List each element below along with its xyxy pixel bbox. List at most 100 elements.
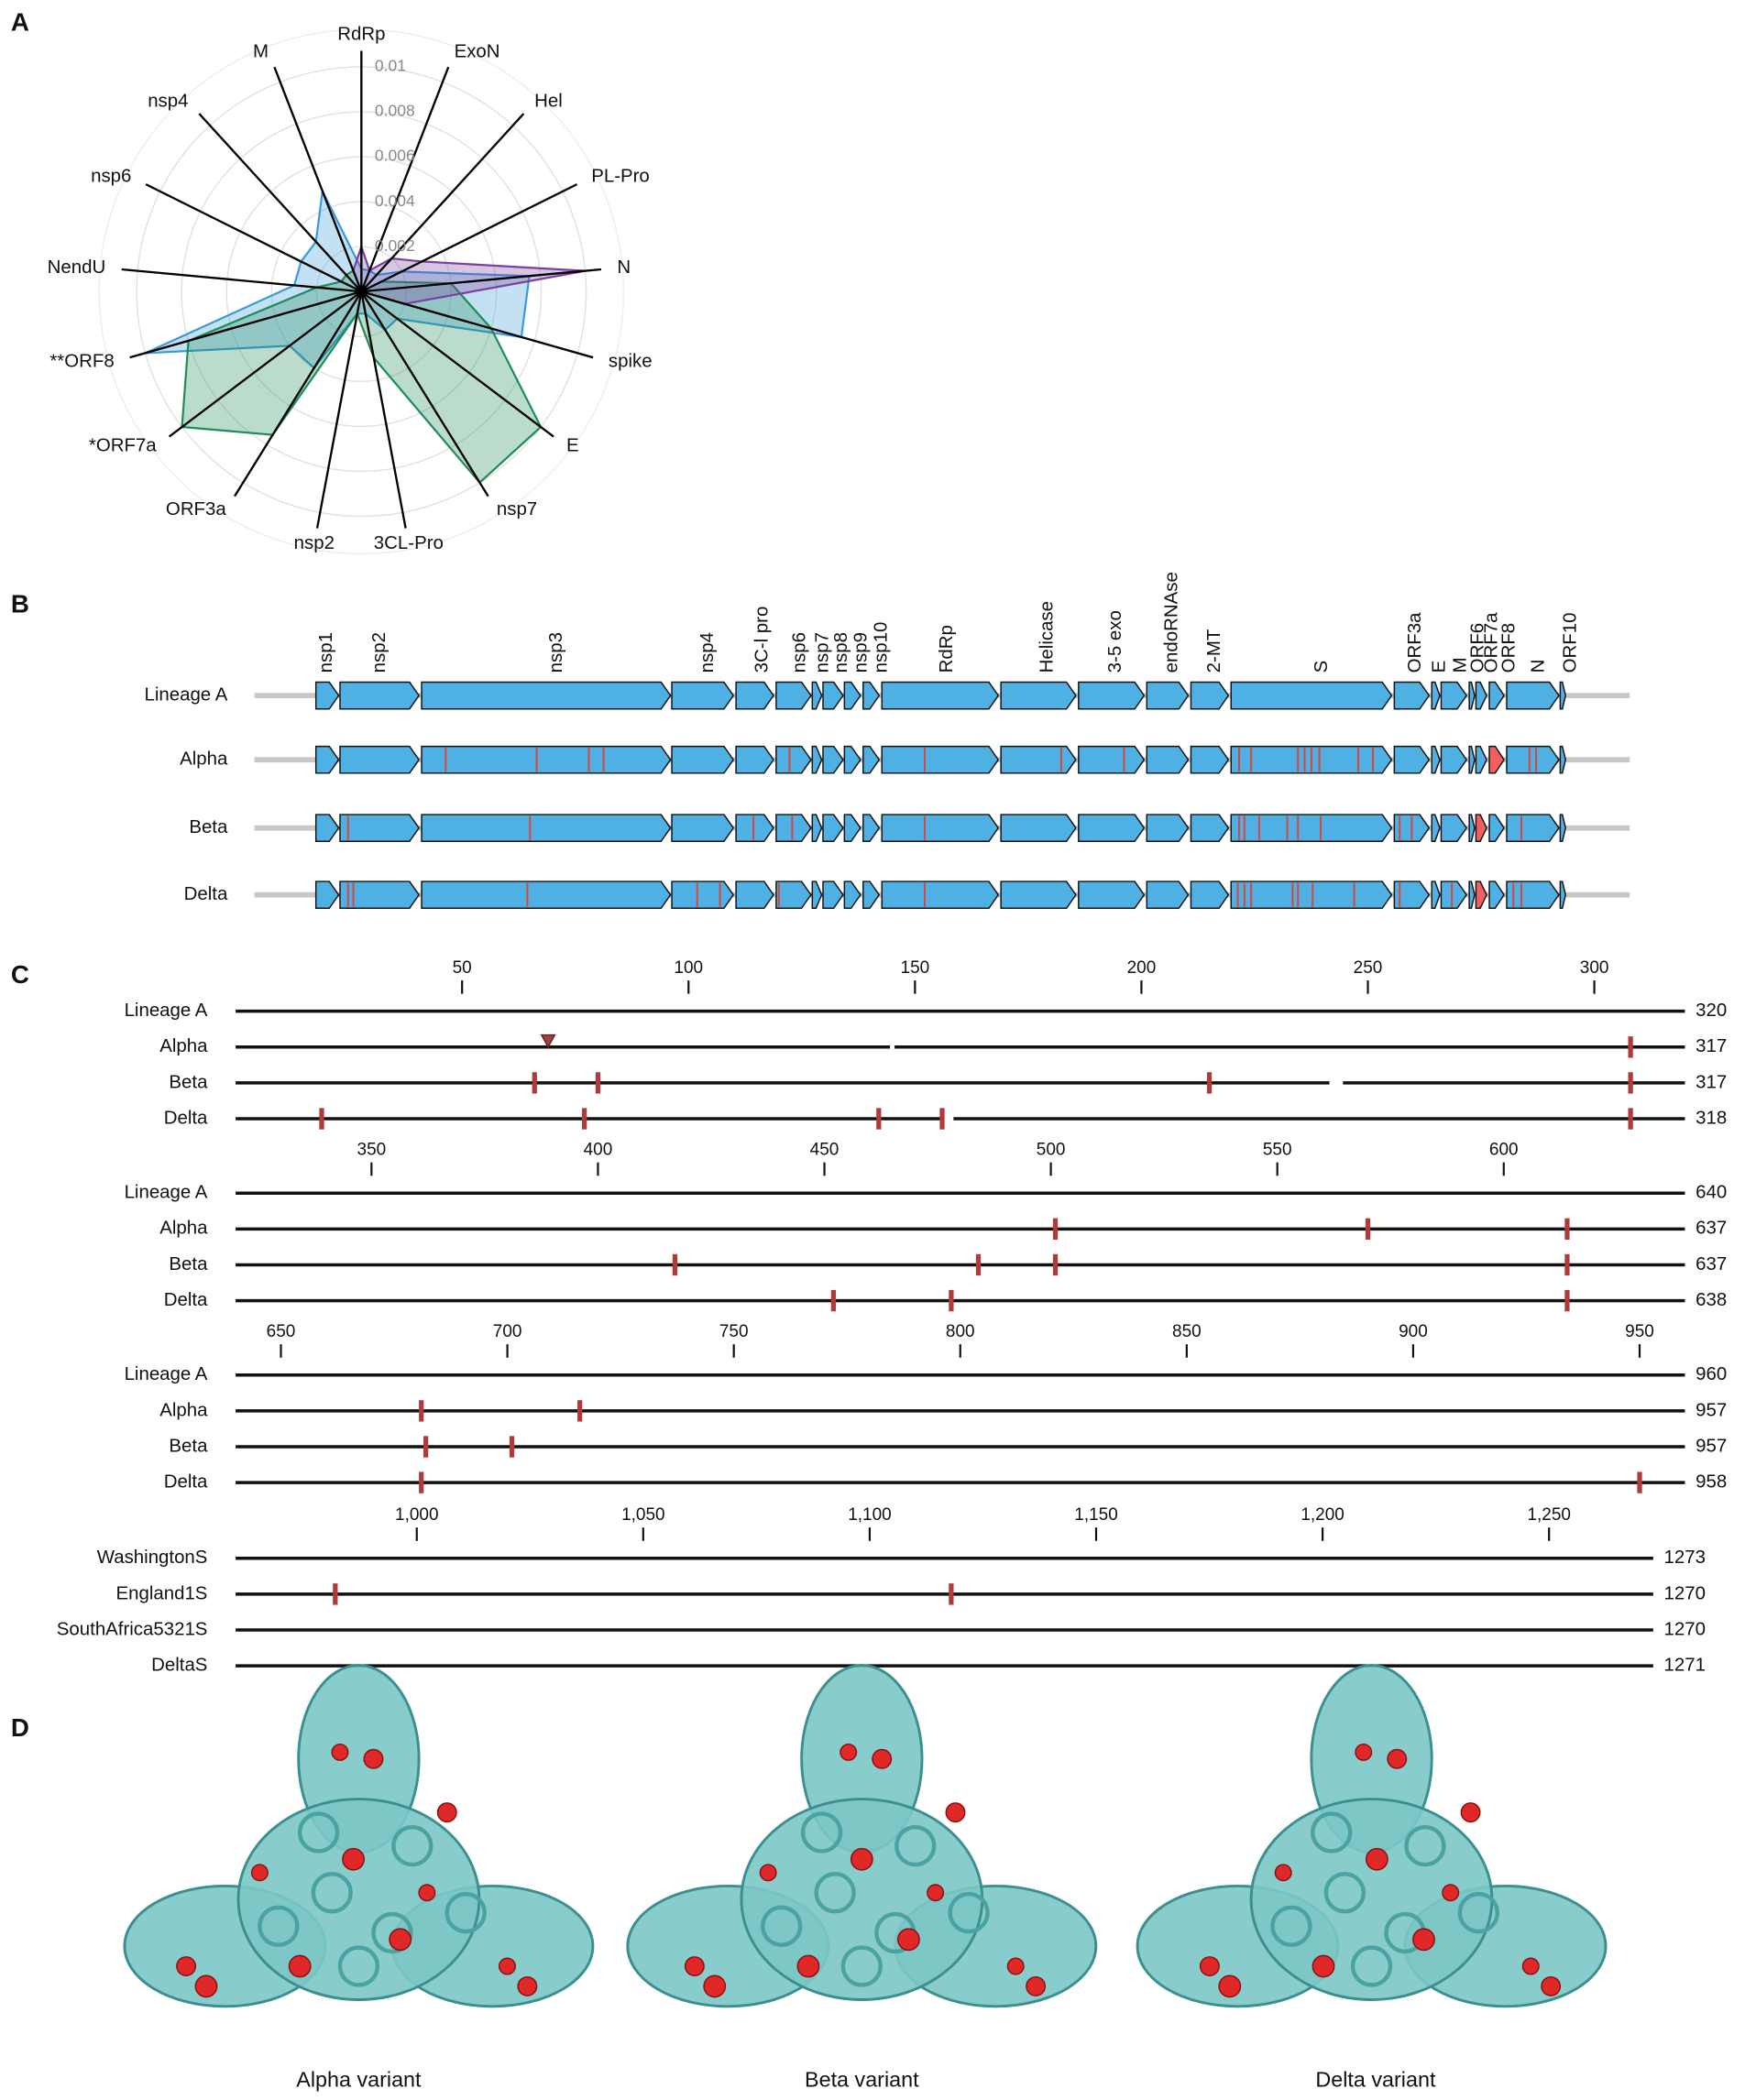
length-label: 320 [1696,1001,1727,1021]
x-tick-label: 650 [267,1322,296,1341]
gene-arrow [811,814,823,842]
radar-axis [121,268,362,293]
structure-detail [371,1911,413,1954]
radar-axis [360,183,578,293]
x-tick-label: 1,000 [395,1505,438,1525]
gene-arrow [1488,880,1505,909]
x-tick-label: 500 [1037,1141,1066,1160]
gene-label: nsp8 [831,632,851,673]
row-label: Delta [164,1290,208,1310]
gene-arrow [671,880,735,909]
gene-arrow [339,880,420,909]
mutation-site [1521,1957,1540,1975]
substitution [532,1072,537,1094]
row-label: SouthAfrica5321S [57,1619,208,1639]
gene-arrow [421,681,672,710]
gene-arrow [775,880,812,909]
gene-arrow [775,681,812,710]
structure-lobe [740,1798,984,2001]
structure-detail [1270,1905,1312,1947]
gene-arrow [1440,880,1468,909]
caption: Delta variant [1315,2068,1436,2092]
gene-arrow [1488,681,1505,710]
gene-arrow [1230,814,1393,842]
gene-arrow [1393,681,1431,710]
gene-arrow [1146,814,1190,842]
caption: Alpha variant [296,2068,422,2092]
mutation-site [176,1956,197,1976]
gene-arrow [1000,880,1077,909]
mutation-site [684,1956,705,1976]
structure-detail [391,1824,434,1867]
axis-label: RdRp [337,24,385,44]
substitution [1564,1289,1570,1312]
structure-detail [840,1945,883,1987]
length-label: 637 [1696,1254,1727,1274]
x-tick-label: 200 [1127,958,1157,978]
gene-arrow [421,814,672,842]
gene-arrow [735,681,774,710]
gene-label: nsp10 [872,622,892,673]
mutation-site [703,1974,727,1998]
axis-label: nsp7 [497,499,537,520]
substitution [419,1400,424,1422]
structure-detail [1404,1824,1446,1867]
x-tick-label: 1,250 [1527,1505,1570,1525]
length-label: 317 [1696,1036,1727,1056]
structure [626,1664,1098,2008]
y-tick-label: 0.01 [375,57,406,75]
length-label: 1271 [1664,1656,1706,1676]
length-label: 1273 [1664,1548,1706,1568]
gene-arrow [1078,745,1146,774]
gene-label: N [1528,660,1548,673]
radar-axis [315,291,363,529]
substitution [949,1583,954,1605]
gene-arrow [339,681,420,710]
gene-arrow [1431,745,1441,774]
substitution [876,1108,882,1130]
gene-label: E [1429,661,1449,673]
substitution [1564,1253,1570,1276]
panel-label: A [11,8,29,37]
structure-detail [1350,1945,1393,1987]
gene-arrow [843,880,862,909]
gene-arrow [339,814,420,842]
gene-arrow [775,745,812,774]
gene-label: RdRp [937,625,957,673]
gene-arrow [1078,880,1146,909]
mutation-site [945,1802,966,1823]
axis-label: nsp2 [294,533,335,553]
x-tick-label: 100 [674,958,703,978]
row-label: WashingtonS [97,1548,208,1568]
gene-arrow [1468,880,1476,909]
gene-arrow [1468,681,1476,710]
caption: Beta variant [805,2068,919,2092]
x-tick-label: 50 [453,958,472,978]
structure-detail [948,1891,990,1934]
substitution [1052,1253,1059,1276]
mutation-site [389,1928,412,1952]
mutation-site [1365,1847,1388,1871]
mutation-site [342,1847,365,1871]
panel-label: C [11,960,29,989]
gene-label: nsp6 [790,632,810,673]
row-label: Delta [184,884,228,904]
gene-arrow [1468,814,1476,842]
gene-arrow [1190,745,1230,774]
gene-arrow [1146,880,1190,909]
gene-label: nsp2 [369,632,390,673]
gene-arrow [1190,814,1230,842]
gene-arrow [1559,814,1566,842]
row-label: Lineage A [144,685,227,705]
substitution [1637,1471,1642,1493]
structure [123,1664,595,2008]
mutation-site [498,1957,516,1975]
gene-arrow [1440,814,1468,842]
gene-label: ORF7a [1481,612,1501,673]
radar-center [356,286,368,298]
mutation-site [1460,1802,1481,1823]
mutation-site [850,1847,873,1871]
structure-detail [894,1824,937,1867]
gene-arrow [881,814,1000,842]
